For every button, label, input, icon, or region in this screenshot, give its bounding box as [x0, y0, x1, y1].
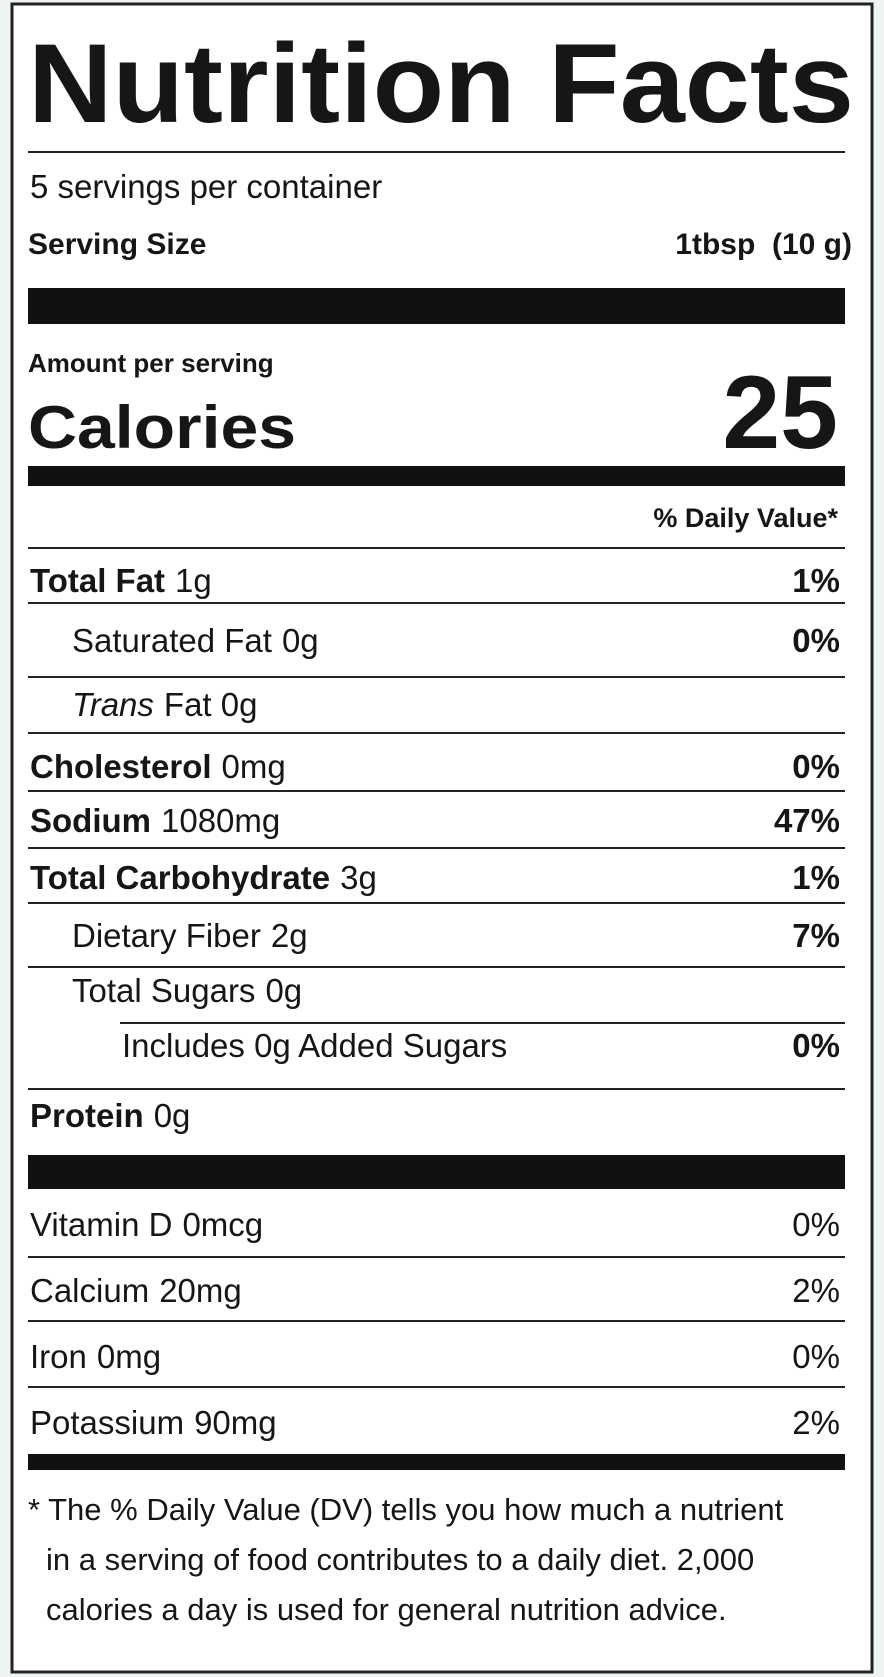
amount-per-serving: Amount per serving	[28, 348, 274, 378]
nutrient-amount: 0mg	[222, 748, 286, 785]
vitamin-amount: 0mg	[97, 1338, 161, 1375]
nutrient-amount: 1080mg	[161, 802, 280, 839]
rule	[28, 902, 845, 904]
nutrient-amount: 3g	[340, 859, 377, 896]
nutrient-name: Dietary Fiber	[72, 917, 261, 954]
nutrient-row: Total Carbohydrate 3g	[30, 859, 377, 896]
rule	[28, 847, 845, 849]
nutrient-row: Saturated Fat 0g	[72, 622, 319, 659]
calories-label: Calories	[28, 394, 296, 461]
footnote: * The % Daily Value (DV) tells you how m…	[28, 1492, 784, 1627]
thick-bar	[28, 288, 845, 324]
nutrient-name: Total Fat	[30, 562, 165, 599]
rule	[28, 1088, 845, 1090]
rule	[120, 1022, 845, 1024]
rule	[28, 732, 845, 734]
vitamin-row: Potassium 90mg	[30, 1404, 277, 1441]
daily-value: 1%	[792, 562, 840, 599]
thick-bar	[28, 1155, 845, 1189]
rule	[28, 966, 845, 968]
nutrient-amount: 0g	[282, 622, 319, 659]
nutrient-amount: 2g	[271, 917, 308, 954]
vitamin-row: Calcium 20mg	[30, 1272, 242, 1309]
footnote-line: in a serving of food contributes to a da…	[46, 1542, 754, 1577]
rule	[28, 602, 845, 604]
nutrient-row: Total Sugars 0g	[72, 972, 302, 1009]
nutrient-row: Total Fat 1g	[30, 562, 212, 599]
vitamin-amount: 0mcg	[182, 1206, 263, 1243]
serving-size-value: 1tbsp (10 g)	[675, 228, 852, 261]
nutrient-row: Trans Fat 0g	[72, 686, 257, 723]
nutrient-row: Cholesterol 0mg	[30, 748, 286, 785]
title: Nutrition Facts	[28, 21, 854, 146]
vitamin-amount: 20mg	[159, 1272, 242, 1309]
servings: 5 servings per container	[30, 168, 382, 205]
nutrient-amount: Fat 0g	[164, 686, 258, 723]
nutrient-name: Trans	[72, 686, 154, 723]
vitamin-name: Potassium	[30, 1404, 184, 1441]
nutrient-row: Dietary Fiber 2g	[72, 917, 308, 954]
daily-value: 0%	[792, 748, 840, 785]
daily-value: 47%	[774, 802, 840, 839]
nutrient-row: Protein 0g	[30, 1097, 190, 1134]
nutrient-amount: 0g	[154, 1097, 191, 1134]
nutrient-name: Protein	[30, 1097, 144, 1134]
nutrient-row: Includes 0g Added Sugars	[122, 1027, 507, 1064]
nutrient-name: Sodium	[30, 802, 151, 839]
calories-value: 25	[722, 355, 838, 471]
daily-value: 7%	[792, 917, 840, 954]
vitamin-amount: 90mg	[194, 1404, 277, 1441]
serving-size-label: Serving Size	[28, 228, 206, 261]
vitamin-row: Vitamin D 0mcg	[30, 1206, 263, 1243]
daily-value: 0%	[792, 1338, 840, 1375]
nutrient-name: Total Sugars	[72, 972, 255, 1009]
medium-bar	[28, 466, 845, 486]
daily-value: 0%	[792, 1206, 840, 1243]
daily-value: 2%	[792, 1272, 840, 1309]
rule	[28, 790, 845, 792]
medium-bar	[28, 1454, 845, 1470]
vitamin-name: Vitamin D	[30, 1206, 172, 1243]
footnote-line: * The % Daily Value (DV) tells you how m…	[28, 1492, 784, 1527]
rule	[28, 547, 845, 549]
daily-value: 0%	[792, 1027, 840, 1064]
vitamin-name: Iron	[30, 1338, 87, 1375]
daily-value: 1%	[792, 859, 840, 896]
daily-value: 2%	[792, 1404, 840, 1441]
nutrient-name: Saturated Fat	[72, 622, 272, 659]
daily-value-header: % Daily Value*	[653, 503, 838, 533]
nutrient-amount: 1g	[175, 562, 212, 599]
nutrient-name: Includes 0g Added Sugars	[122, 1027, 507, 1064]
vitamin-name: Calcium	[30, 1272, 149, 1309]
nutrient-amount: 0g	[265, 972, 302, 1009]
daily-value: 0%	[792, 622, 840, 659]
rule	[28, 1386, 845, 1388]
rule	[28, 676, 845, 678]
rule	[28, 151, 845, 153]
rule	[28, 1320, 845, 1322]
rule	[28, 1256, 845, 1258]
nutrient-name: Cholesterol	[30, 748, 212, 785]
nutrient-name: Total Carbohydrate	[30, 859, 330, 896]
footnote-line: calories a day is used for general nutri…	[46, 1592, 727, 1627]
